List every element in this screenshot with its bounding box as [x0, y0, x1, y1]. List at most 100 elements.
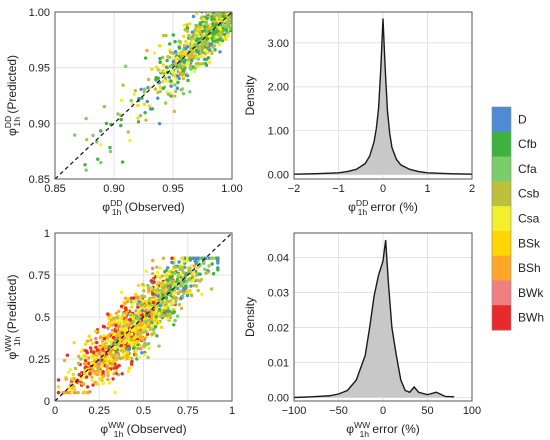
- data-point: [89, 361, 93, 366]
- data-point: [194, 38, 199, 43]
- data-point: [198, 279, 202, 283]
- data-point: [175, 56, 179, 60]
- data-point: [173, 83, 177, 87]
- data-point: [227, 3, 230, 6]
- data-point: [161, 285, 165, 290]
- x-axis-label: φDD 1h (Observed): [102, 198, 184, 217]
- data-point: [171, 268, 176, 272]
- data-point: [154, 65, 159, 69]
- data-point: [123, 301, 127, 305]
- data-point: [195, 12, 199, 16]
- data-point: [166, 54, 170, 59]
- data-point: [168, 42, 172, 46]
- data-point: [170, 260, 174, 264]
- data-point: [217, 42, 222, 47]
- x-axis-label: φWW 1h error (%): [346, 420, 420, 439]
- data-point: [133, 342, 137, 346]
- data-point: [194, 49, 198, 53]
- data-point: [224, 6, 227, 9]
- data-point: [229, 4, 232, 7]
- x-axis-label-text: φWW 1h (Observed): [100, 420, 186, 439]
- data-point: [83, 163, 87, 167]
- data-point: [225, 8, 228, 11]
- data-point: [227, 8, 230, 11]
- y-tick-label: 0.00: [268, 393, 289, 405]
- data-point: [107, 316, 111, 321]
- data-point: [157, 121, 162, 126]
- data-point: [196, 288, 200, 293]
- y-tick-label: 0.75: [29, 270, 50, 282]
- data-point: [94, 329, 98, 334]
- x-axis-label-subscript: 1h: [112, 207, 122, 217]
- data-point: [177, 302, 182, 307]
- data-point: [81, 382, 86, 386]
- data-point: [101, 374, 106, 378]
- data-point: [158, 314, 163, 319]
- data-point: [208, 60, 212, 64]
- plot-content: [55, 2, 233, 179]
- data-point: [220, 4, 223, 7]
- identity-line: [55, 233, 232, 401]
- data-point: [185, 29, 190, 33]
- data-point: [136, 103, 140, 108]
- legend-swatch-D: [492, 107, 511, 133]
- data-point: [167, 75, 171, 79]
- data-point: [88, 346, 93, 350]
- x-axis-label-text: φWW 1h error (%): [346, 420, 420, 439]
- data-point: [229, 3, 232, 6]
- data-point: [114, 323, 118, 327]
- data-point: [216, 268, 220, 272]
- data-point: [192, 283, 196, 288]
- data-point: [102, 333, 106, 338]
- y-tick-label: 0.02: [268, 323, 289, 335]
- data-point: [182, 271, 186, 275]
- data-point: [164, 65, 169, 69]
- data-point: [173, 265, 178, 269]
- data-point: [181, 92, 186, 96]
- data-point: [105, 364, 109, 369]
- data-point: [164, 79, 169, 83]
- data-point: [101, 347, 105, 351]
- data-point: [228, 19, 232, 24]
- data-point: [171, 33, 176, 37]
- data-point: [178, 40, 182, 44]
- data-point: [73, 377, 77, 381]
- data-point: [90, 378, 94, 383]
- data-point: [208, 34, 212, 39]
- data-point: [142, 90, 146, 94]
- data-point: [86, 390, 90, 395]
- data-point: [176, 80, 180, 85]
- data-point: [170, 256, 174, 260]
- x-axis-label-symbol: φ: [100, 422, 108, 436]
- data-point: [79, 357, 83, 361]
- data-point: [136, 305, 140, 309]
- data-point: [230, 3, 233, 6]
- data-point: [158, 44, 162, 48]
- data-point: [96, 157, 100, 161]
- data-point: [178, 68, 182, 72]
- data-point: [161, 33, 166, 38]
- data-point: [106, 356, 110, 361]
- data-point: [94, 345, 98, 349]
- data-point: [228, 8, 231, 11]
- data-point: [230, 6, 233, 9]
- data-point: [173, 50, 178, 54]
- data-point: [222, 4, 225, 7]
- data-point: [218, 50, 222, 54]
- data-point: [138, 321, 142, 325]
- data-point: [77, 372, 81, 377]
- data-point: [185, 293, 190, 298]
- data-point: [141, 282, 145, 287]
- data-point: [129, 362, 134, 366]
- legend-label-Csb: Csb: [518, 187, 540, 201]
- data-point: [104, 352, 109, 356]
- data-point: [139, 334, 143, 339]
- data-point: [218, 2, 221, 5]
- data-point: [218, 8, 221, 11]
- data-point: [88, 372, 92, 376]
- data-point: [143, 56, 148, 60]
- legend-label-BSh: BSh: [518, 261, 541, 275]
- x-axis-label-superscript: WW: [108, 420, 125, 430]
- data-point: [119, 290, 124, 294]
- data-point: [149, 286, 154, 290]
